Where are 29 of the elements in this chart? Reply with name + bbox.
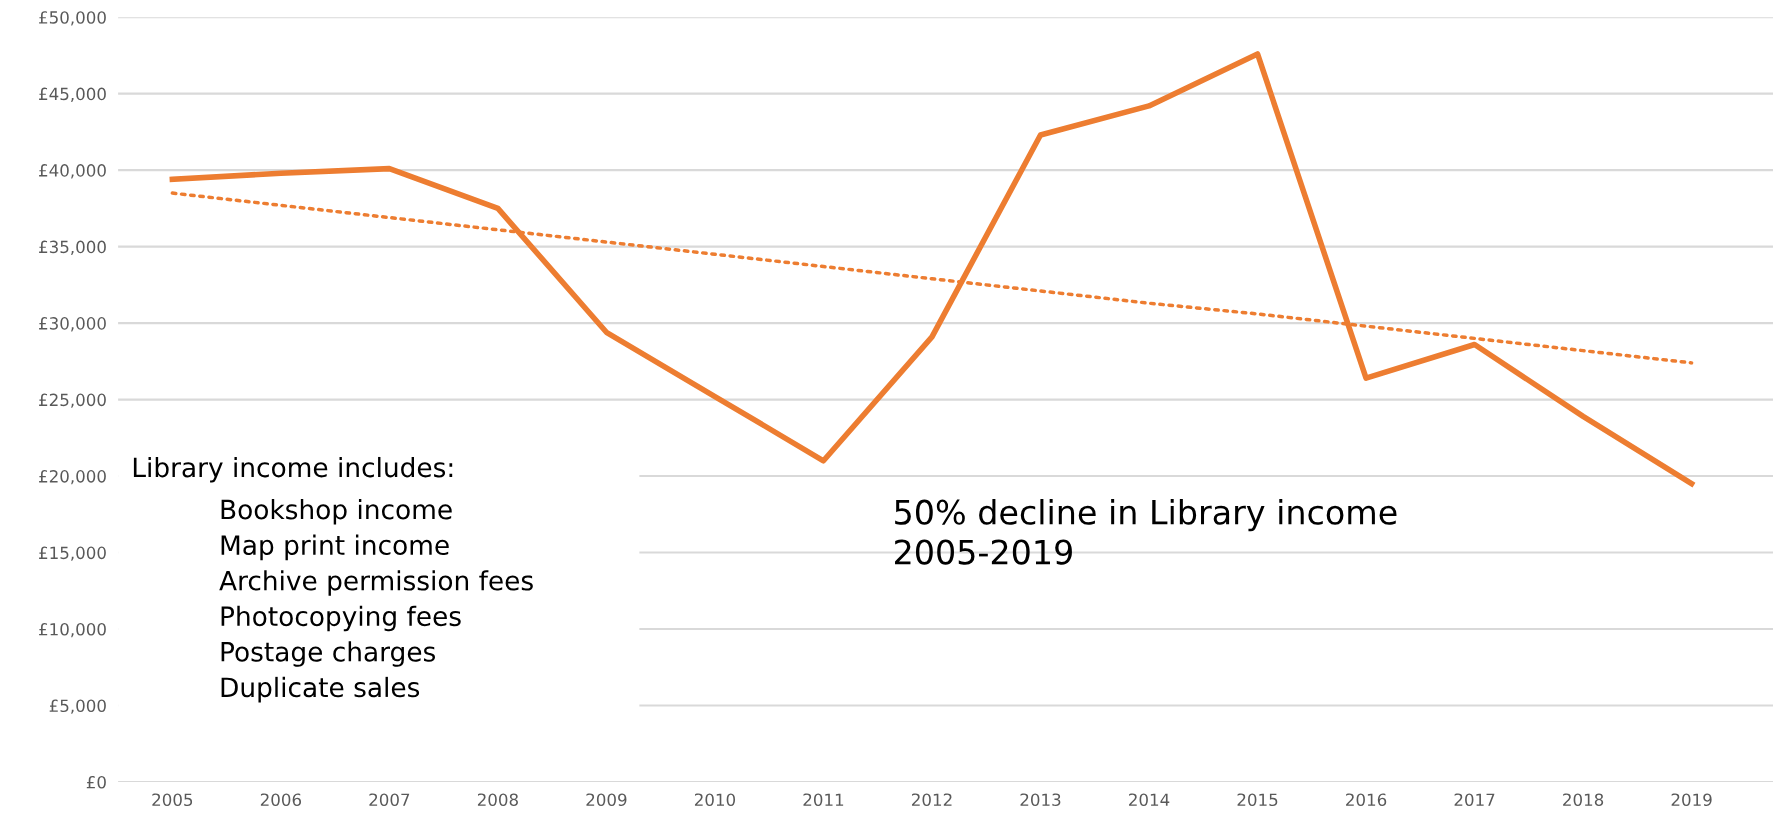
annotation: 50% decline in Library income 2005-2019 [895, 499, 1397, 565]
y-tick-label: £45,000 [39, 87, 106, 102]
y-tick-label: £10,000 [39, 623, 106, 638]
x-tick-label: 2017 [1454, 793, 1495, 807]
x-tick-label: 2014 [1129, 793, 1170, 807]
x-tick-label: 2013 [1020, 793, 1061, 807]
annotation: Library income includes: [133, 456, 453, 483]
y-tick-label: £35,000 [39, 240, 106, 255]
x-tick-label: 2016 [1346, 793, 1387, 807]
x-tick-label: 2009 [586, 793, 627, 807]
x-tick-label: 2008 [477, 793, 518, 807]
y-tick-label: £15,000 [39, 546, 106, 561]
x-tick-label: 2010 [694, 793, 736, 807]
y-tick-label: £0 [86, 775, 106, 789]
x-tick-label: 2007 [369, 793, 410, 807]
y-tick-label: £50,000 [39, 11, 106, 26]
x-tick-label: 2018 [1563, 793, 1604, 807]
y-tick-label: £40,000 [39, 164, 106, 179]
annotation: Bookshop income Map print income Archive permission fees Photocopying fees Postage charges Duplicate sales [219, 499, 533, 703]
x-tick-label: 2015 [1237, 793, 1278, 807]
y-tick-label: £5,000 [49, 699, 106, 714]
x-tick-label: 2019 [1671, 793, 1712, 807]
y-tick-label: £25,000 [39, 393, 106, 408]
x-tick-label: 2012 [911, 793, 952, 807]
x-tick-label: 2006 [260, 793, 302, 807]
y-tick-label: £30,000 [39, 317, 106, 332]
y-tick-label: £20,000 [39, 470, 106, 485]
x-tick-label: 2011 [803, 793, 844, 807]
x-tick-label: 2005 [152, 793, 193, 807]
